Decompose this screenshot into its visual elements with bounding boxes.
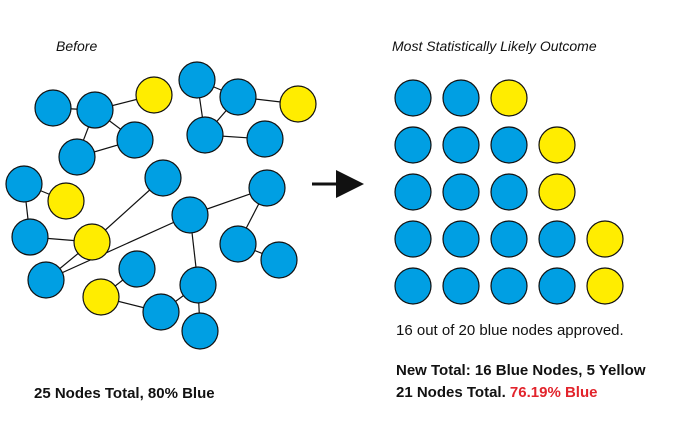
before-title: Before [56, 38, 98, 54]
outcome-node-blue [394, 267, 432, 305]
outcome-node-blue [442, 173, 480, 211]
arrow-head [336, 170, 364, 198]
edge-b18-b15 [45, 214, 191, 281]
outcome-node-blue [442, 79, 480, 117]
node-b7-blue [219, 78, 257, 116]
node-b4-blue [58, 138, 96, 176]
outcome-node-blue [394, 220, 432, 258]
node-b16-blue [144, 159, 182, 197]
outcome-node-blue [394, 173, 432, 211]
node-b23-blue [142, 293, 180, 331]
outcome-node-blue [538, 267, 576, 305]
outcome-node-blue [442, 220, 480, 258]
outcome-node-blue [394, 79, 432, 117]
approved-note: 16 out of 20 blue nodes approved. [396, 322, 624, 339]
outcome-node-blue [442, 126, 480, 164]
transition-arrow [312, 170, 364, 198]
outcome-node-blue [442, 267, 480, 305]
node-b1-blue [34, 89, 72, 127]
node-b21-blue [118, 250, 156, 288]
before-nodes [5, 61, 317, 350]
node-b14-yellow [73, 223, 111, 261]
node-b11-blue [5, 165, 43, 203]
node-b10-blue [246, 120, 284, 158]
node-b6-blue [178, 61, 216, 99]
node-b8-yellow [279, 85, 317, 123]
node-b2-blue [76, 91, 114, 129]
node-b25-blue [181, 312, 219, 350]
node-b19-blue [219, 225, 257, 263]
after-title: Most Statistically Likely Outcome [392, 38, 597, 54]
after-summary-line-1: New Total: 16 Blue Nodes, 5 Yellow [396, 362, 646, 379]
outcome-node-yellow [538, 173, 576, 211]
after-summary-total: 21 Nodes Total. [396, 384, 510, 401]
outcome-node-yellow [586, 267, 624, 305]
node-b17-blue [248, 169, 286, 207]
outcome-node-blue [490, 173, 528, 211]
outcome-node-blue [490, 126, 528, 164]
after-node-grid [394, 79, 624, 305]
outcome-node-blue [394, 126, 432, 164]
node-b3-yellow [135, 76, 173, 114]
node-b22-yellow [82, 278, 120, 316]
node-b20-blue [260, 241, 298, 279]
node-b13-blue [11, 218, 49, 256]
after-summary-line-2: 21 Nodes Total. 76.19% Blue [396, 384, 597, 401]
outcome-node-blue [538, 220, 576, 258]
after-summary-percent: 76.19% Blue [509, 384, 598, 401]
node-b5-blue [116, 121, 154, 159]
outcome-node-yellow [538, 126, 576, 164]
node-b24-blue [179, 266, 217, 304]
before-summary: 25 Nodes Total, 80% Blue [34, 385, 215, 402]
node-b12-yellow [47, 182, 85, 220]
node-b9-blue [186, 116, 224, 154]
node-b15-blue [27, 261, 65, 299]
outcome-node-blue [490, 267, 528, 305]
node-b18-blue [171, 196, 209, 234]
outcome-node-yellow [490, 79, 528, 117]
outcome-node-blue [490, 220, 528, 258]
outcome-node-yellow [586, 220, 624, 258]
